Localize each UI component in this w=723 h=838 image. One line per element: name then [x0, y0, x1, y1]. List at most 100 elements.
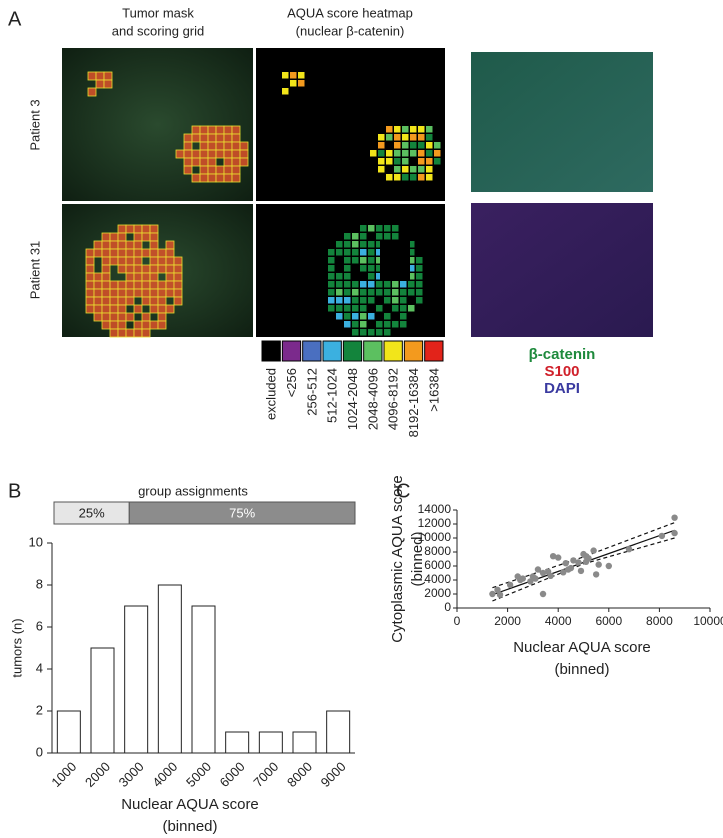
tumor-region	[150, 257, 158, 265]
heatmap-cell	[344, 265, 351, 272]
point	[489, 590, 496, 598]
grid-cell	[141, 328, 151, 338]
point	[595, 561, 602, 568]
point	[567, 564, 575, 572]
bar	[225, 731, 250, 754]
tumor-region	[150, 249, 158, 257]
heatmap-cell	[336, 289, 343, 296]
tumor-region	[142, 249, 150, 257]
panel-label: A	[8, 8, 22, 30]
y-tick-label: 4000	[424, 572, 451, 586]
x-tick-label: 7000	[250, 759, 281, 790]
heatmap-cell	[434, 142, 441, 149]
heatmap-cell	[378, 134, 385, 141]
legend-label: excluded	[264, 368, 279, 420]
heatmap-cell	[352, 233, 359, 240]
tumor-region	[94, 297, 102, 305]
x-tick-label: 4000	[149, 759, 180, 790]
heatmap-cell	[394, 134, 401, 141]
heatmap-cell	[384, 289, 391, 296]
heatmap-cell	[410, 166, 417, 173]
heatmap-cell	[386, 134, 393, 141]
tumor-region	[232, 126, 240, 134]
legend-swatch	[261, 340, 281, 362]
tumor-region	[232, 166, 240, 174]
tumor-region	[240, 158, 248, 166]
heatmap-cell	[376, 273, 383, 280]
row-label: Patient 3	[27, 99, 42, 150]
tumor-region	[192, 158, 200, 166]
tumor-region	[208, 142, 216, 150]
legend-swatch	[383, 340, 403, 362]
heatmap-cell	[384, 329, 391, 336]
heatmap-cell	[386, 158, 393, 165]
heatmap-cell	[394, 166, 401, 173]
x-tick-label: 5000	[183, 759, 214, 790]
tumor-region	[208, 134, 216, 142]
tumor-region	[110, 233, 118, 241]
tumor-region	[94, 281, 102, 289]
heatmap-cell	[384, 321, 391, 328]
tumor-region	[134, 265, 142, 273]
tumor-region	[126, 241, 134, 249]
row-label: Patient 31	[27, 241, 42, 300]
point	[506, 581, 514, 589]
stain-label: DAPI	[544, 380, 580, 397]
x-tick-label: 4000	[545, 614, 572, 628]
bar	[258, 731, 283, 754]
y-axis-label: tumors (n)	[9, 618, 24, 677]
tumor-region	[184, 142, 192, 150]
tumor-region	[166, 241, 174, 249]
legend-label: <256	[284, 368, 299, 397]
heatmap-cell	[434, 150, 441, 157]
bar	[326, 710, 351, 754]
tumor-region	[86, 289, 94, 297]
legend-label: 8192-16384	[406, 368, 421, 437]
tumor-region	[166, 249, 174, 257]
heatmap-cell	[402, 142, 409, 149]
tumor-region	[174, 289, 182, 297]
y-tick-label: 6	[36, 618, 43, 633]
tumor-region	[200, 150, 208, 158]
tumor-region	[102, 313, 110, 321]
heatmap-cell	[408, 257, 415, 264]
legend-label: >16384	[426, 368, 441, 412]
tumor-region	[192, 150, 200, 158]
tumor-region	[142, 281, 150, 289]
tumor-region	[200, 142, 208, 150]
heatmap-cell	[378, 158, 385, 165]
tumor-region	[118, 249, 126, 257]
heatmap-cell	[384, 225, 391, 232]
tumor-region	[166, 281, 174, 289]
tumor-region	[134, 273, 142, 281]
point	[494, 586, 501, 593]
heatmap-cell	[418, 166, 425, 173]
y-axis-label: (binned)	[409, 531, 426, 586]
point	[560, 569, 567, 576]
column-header: (nuclear β-catenin)	[296, 23, 405, 38]
heatmap-cell	[408, 289, 415, 296]
heatmap-cell	[408, 241, 415, 248]
heatmap-cell	[328, 249, 335, 256]
tumor-region	[118, 305, 126, 313]
tumor-region	[118, 281, 126, 289]
tumor-region	[134, 257, 142, 265]
tumor-region	[240, 150, 248, 158]
tumor-region	[216, 174, 224, 182]
heatmap-cell	[360, 233, 367, 240]
heatmap-cell	[418, 142, 425, 149]
tumor-region	[208, 158, 216, 166]
heatmap-cell	[368, 241, 375, 248]
point	[575, 559, 582, 566]
tumor-region	[102, 249, 110, 257]
tumor-region	[184, 134, 192, 142]
tumor-region	[150, 281, 158, 289]
heatmap-cell	[392, 305, 399, 312]
tumor-region	[126, 265, 134, 273]
tumor-region	[158, 249, 166, 257]
x-tick-label: 1000	[48, 759, 79, 790]
tumor-region	[142, 225, 150, 233]
heatmap-cell	[352, 289, 359, 296]
point	[519, 575, 526, 582]
heatmap-cell	[376, 305, 383, 312]
